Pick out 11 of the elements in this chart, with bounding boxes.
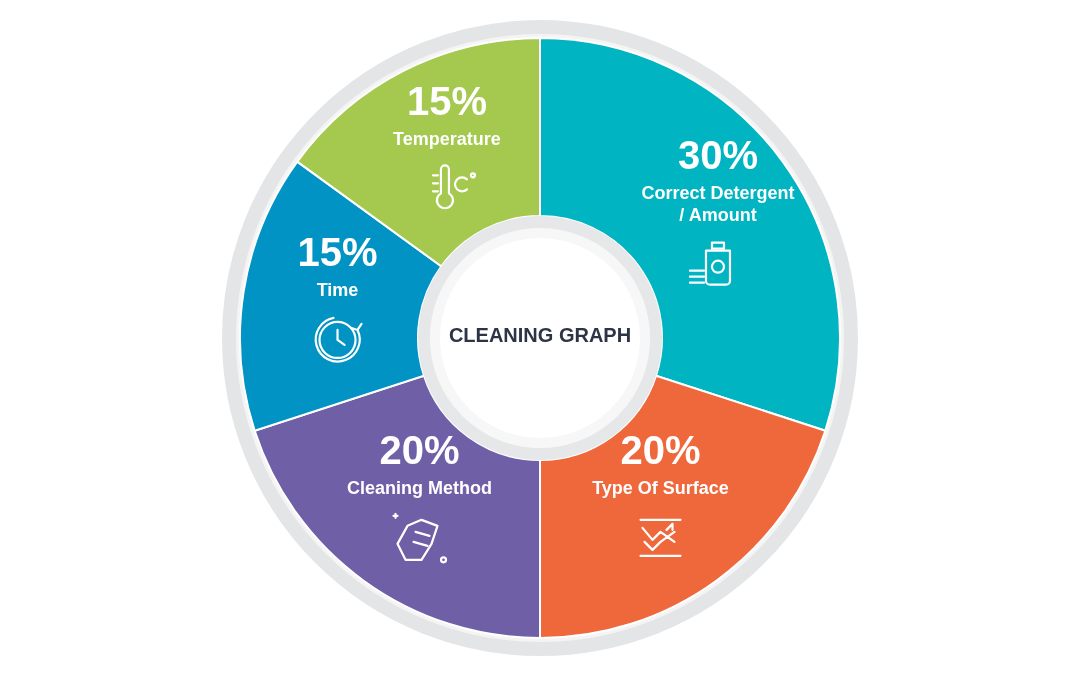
slice-label: Cleaning Method bbox=[347, 477, 492, 498]
text: CLEANING GRAPH bbox=[447, 324, 633, 347]
data-label: 20% bbox=[620, 427, 701, 472]
slice-label: Type Of Surface bbox=[592, 477, 729, 498]
slice-label: Correct Detergent / Amount bbox=[641, 182, 795, 225]
data-label: 30% bbox=[677, 132, 759, 177]
slice-label: Time bbox=[316, 279, 359, 300]
slice-label: Temperature bbox=[393, 129, 501, 150]
data-label: 15% bbox=[406, 79, 487, 124]
data-label: 20% bbox=[379, 427, 460, 472]
data-label: 15% bbox=[297, 229, 378, 274]
